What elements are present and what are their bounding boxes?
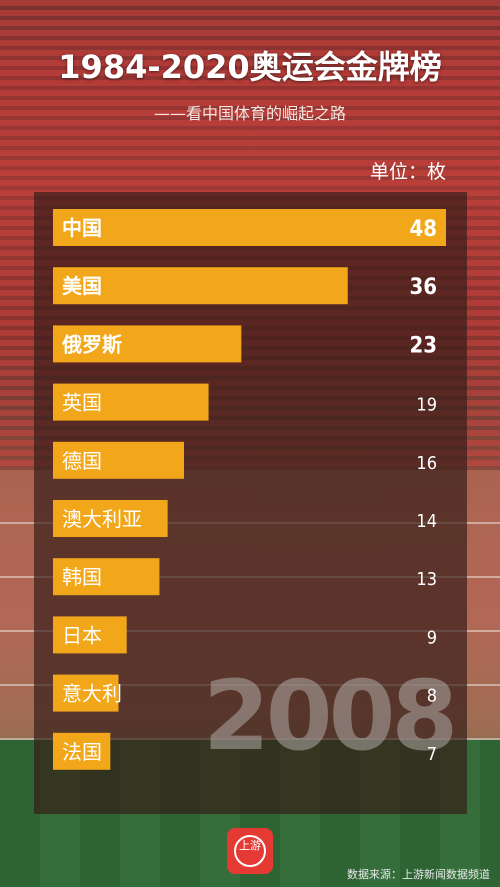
value-label-3: 19 bbox=[416, 395, 437, 416]
value-label-7: 9 bbox=[427, 627, 437, 648]
bar-6 bbox=[53, 558, 160, 596]
bar-3 bbox=[53, 383, 209, 421]
bar-9 bbox=[53, 732, 111, 770]
category-label-9: 法国 bbox=[62, 740, 102, 764]
category-label-7: 日本 bbox=[62, 623, 102, 647]
bar-1 bbox=[53, 267, 348, 305]
value-label-8: 8 bbox=[427, 686, 437, 707]
chart-title: 1984-2020奥运会金牌榜 bbox=[58, 48, 442, 86]
shangyou-logo: 上游 bbox=[227, 828, 273, 874]
category-label-3: 英国 bbox=[62, 391, 102, 415]
category-label-1: 美国 bbox=[62, 274, 102, 298]
logo-ring-icon bbox=[234, 835, 266, 867]
value-label-2: 23 bbox=[409, 333, 437, 358]
category-label-5: 澳大利亚 bbox=[62, 507, 142, 531]
category-label-6: 韩国 bbox=[62, 565, 102, 589]
value-label-1: 36 bbox=[409, 275, 437, 300]
year-watermark: 2008 bbox=[203, 660, 458, 772]
category-label-2: 俄罗斯 bbox=[61, 332, 122, 356]
value-label-6: 13 bbox=[416, 569, 437, 590]
value-label-5: 14 bbox=[416, 511, 437, 532]
value-label-4: 16 bbox=[416, 453, 437, 474]
bar-4 bbox=[53, 441, 184, 479]
bar-5 bbox=[53, 500, 168, 537]
category-label-0: 中国 bbox=[62, 216, 102, 240]
bar-7 bbox=[53, 616, 127, 654]
value-label-0: 48 bbox=[409, 217, 437, 242]
bar-2 bbox=[53, 325, 242, 363]
bar-8 bbox=[53, 674, 119, 712]
chart-subtitle: ——看中国体育的崛起之路 bbox=[153, 104, 346, 123]
logo-text: 上游 bbox=[239, 839, 261, 852]
category-label-8: 意大利 bbox=[62, 682, 122, 706]
unit-label: 单位：枚 bbox=[369, 161, 446, 183]
value-label-9: 7 bbox=[427, 744, 437, 765]
data-source: 数据来源：上游新闻数据频道 bbox=[347, 868, 490, 881]
bar-0 bbox=[53, 209, 446, 246]
category-label-4: 德国 bbox=[62, 449, 102, 473]
